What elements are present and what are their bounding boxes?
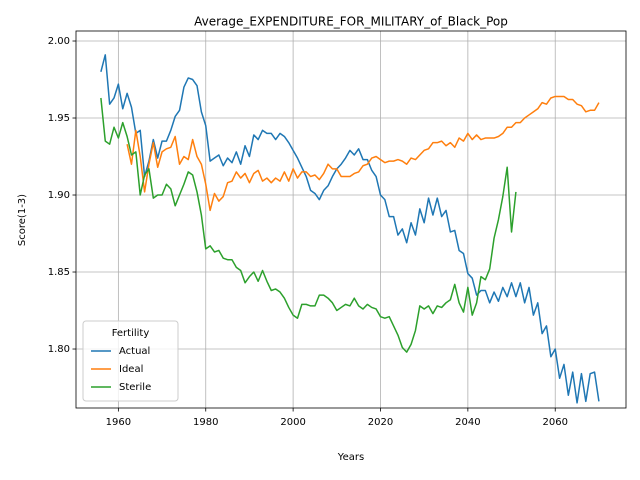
line-series [100,97,517,353]
legend-title: Fertility [112,328,150,339]
legend-box [82,320,179,402]
x-axis-label: Years [337,452,364,463]
x-tick-label: 2040 [455,417,480,428]
x-tick-label: 1960 [106,417,131,428]
legend: Fertility Actual Ideal Sterile [82,320,179,402]
plot-frame [75,30,627,409]
y-tick-label: 2.00 [48,36,70,47]
y-tick-label: 1.95 [48,113,70,124]
legend-label: Ideal [119,364,143,375]
line-series [126,95,600,212]
y-tick-label: 1.90 [48,190,70,201]
legend-label: Sterile [119,382,151,393]
y-axis-label: Score(1-3) [17,194,28,246]
y-tick-label: 1.85 [48,267,70,278]
chart-title: Average_EXPENDITURE_FOR_MILITARY_of_Blac… [194,15,508,29]
x-tick-label: 2020 [368,417,393,428]
x-tick-label: 2060 [543,417,568,428]
y-tick-label: 1.80 [48,344,70,355]
x-tick-label: 1980 [193,417,218,428]
x-tick-label: 2000 [280,417,305,428]
line-series [100,54,600,404]
legend-label: Actual [119,346,150,357]
